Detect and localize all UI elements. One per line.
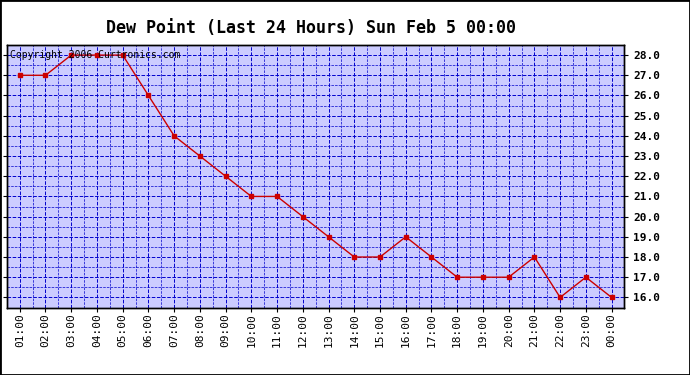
Text: Dew Point (Last 24 Hours) Sun Feb 5 00:00: Dew Point (Last 24 Hours) Sun Feb 5 00:0… [106, 19, 515, 37]
Text: Copyright 2006 Curtronics.com: Copyright 2006 Curtronics.com [10, 50, 180, 60]
